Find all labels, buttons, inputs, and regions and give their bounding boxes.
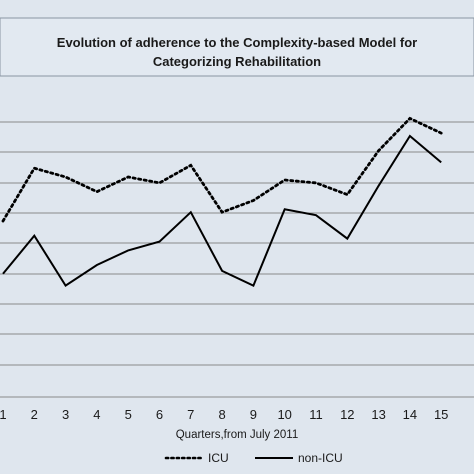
- x-tick-label: 10: [277, 407, 291, 422]
- legend-label-non-icu: non-ICU: [298, 451, 343, 465]
- series-line-non-icu: [2, 134, 442, 287]
- legend-label-icu: ICU: [208, 451, 229, 465]
- x-tick-label: 4: [93, 407, 100, 422]
- x-tick-label: 14: [403, 407, 417, 422]
- chart-title-line-1: Evolution of adherence to the Complexity…: [57, 35, 417, 50]
- title-box: [0, 17, 474, 77]
- legend: ICU non-ICU: [164, 451, 343, 465]
- x-tick-label: 8: [218, 407, 225, 422]
- x-tick-label: 13: [371, 407, 385, 422]
- series-line-icu: [1, 116, 443, 223]
- x-tick-label: 5: [125, 407, 132, 422]
- x-tick-label: 3: [62, 407, 69, 422]
- x-tick-label: 9: [250, 407, 257, 422]
- x-tick-label: 7: [187, 407, 194, 422]
- x-tick-label: 6: [156, 407, 163, 422]
- chart-title-line-2: Categorizing Rehabilitation: [153, 54, 321, 69]
- x-tick-label: 2: [31, 407, 38, 422]
- series-lines: [1, 116, 443, 287]
- gridlines: [0, 121, 474, 398]
- x-tick-label: 11: [309, 407, 323, 422]
- plot-area: [0, 92, 474, 397]
- x-tick-labels: 1 2 3 4 5 6 7 8 9 10 11 12 13 14 15: [0, 407, 448, 422]
- x-tick-label: 15: [434, 407, 448, 422]
- x-axis-title: Quarters,from July 2011: [176, 429, 299, 441]
- x-tick-label: 1: [0, 407, 7, 422]
- x-tick-label: 12: [340, 407, 354, 422]
